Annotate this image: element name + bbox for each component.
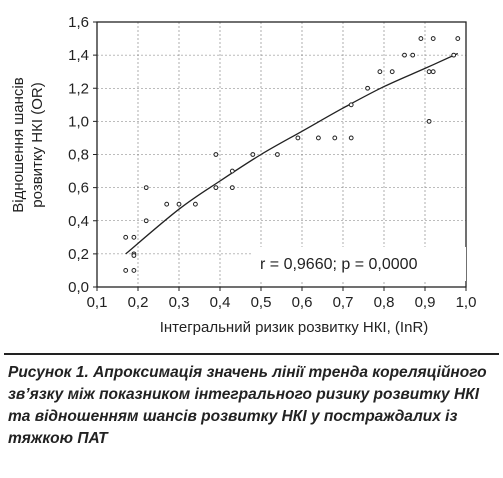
data-point <box>131 234 137 240</box>
x-tick-label: 0,1 <box>87 294 108 311</box>
data-point <box>131 268 137 273</box>
data-point <box>451 52 457 58</box>
x-tick-labels: 0,1 0,2 0,3 0,4 0,5 0,6 0,7 0,8 0,9 1,0 <box>87 287 477 311</box>
y-axis-label-line2: розвитку НКІ (OR) <box>29 82 46 207</box>
x-tick-label: 0,9 <box>415 294 436 311</box>
data-point <box>193 201 198 207</box>
data-point <box>402 52 407 58</box>
data-point <box>143 185 149 191</box>
x-tick-label: 0,4 <box>210 294 231 311</box>
y-tick-label: 0,2 <box>68 246 89 263</box>
data-point <box>123 234 129 240</box>
y-tick-label: 0,0 <box>68 279 89 296</box>
data-point <box>213 185 219 191</box>
data-point <box>365 85 371 91</box>
y-tick-label: 0,6 <box>68 180 89 197</box>
data-point <box>275 152 280 157</box>
x-tick-label: 0,8 <box>374 294 395 311</box>
data-point <box>430 69 436 75</box>
data-point <box>123 268 129 273</box>
data-point <box>229 168 235 174</box>
data-point <box>316 135 321 141</box>
data-point <box>164 201 170 207</box>
y-tick-label: 1,0 <box>68 113 89 130</box>
data-point <box>348 102 354 108</box>
data-point <box>377 69 383 75</box>
y-tick-label: 0,8 <box>68 147 89 164</box>
y-axis-label-line1: Відношення шансів <box>10 77 27 212</box>
data-point <box>455 36 461 41</box>
figure-caption: Рисунок 1. Апроксимація значень лінії тр… <box>8 364 487 447</box>
data-points <box>123 36 461 273</box>
correlation-chart: 0,1 0,2 0,3 0,4 0,5 0,6 0,7 0,8 0,9 1,0 0,0 0,2 0,4… <box>10 14 477 336</box>
x-tick-label: 0,6 <box>292 294 313 311</box>
x-tick-label: 0,7 <box>333 294 354 311</box>
data-point <box>250 152 256 157</box>
data-point <box>348 135 354 141</box>
annotation-box: r = 0,9660; p = 0,0000 <box>252 247 466 281</box>
data-point <box>426 118 432 124</box>
correlation-annotation: r = 0,9660; p = 0,0000 <box>260 256 418 273</box>
data-point <box>213 152 219 157</box>
y-tick-labels: 0,0 0,2 0,4 0,6 0,8 1,0 1,2 1,4 1,6 <box>68 14 97 296</box>
y-tick-label: 1,6 <box>68 14 89 31</box>
data-point <box>410 52 416 58</box>
data-point <box>426 69 432 75</box>
x-tick-label: 0,3 <box>169 294 190 311</box>
data-point <box>143 218 149 224</box>
data-point <box>176 201 182 207</box>
x-axis-label: Інтегральний ризик розвитку НКІ, (InR) <box>160 319 429 336</box>
data-point <box>389 69 395 75</box>
data-point <box>418 36 424 41</box>
caption-divider <box>4 353 499 355</box>
data-point <box>229 185 235 191</box>
x-tick-label: 0,5 <box>251 294 272 311</box>
data-point <box>332 135 338 141</box>
y-tick-label: 0,4 <box>68 213 89 230</box>
y-tick-label: 1,4 <box>68 47 89 64</box>
data-point <box>295 135 301 141</box>
x-tick-label: 1,0 <box>456 294 477 311</box>
trend-line <box>125 52 459 255</box>
data-point <box>131 253 137 258</box>
y-tick-label: 1,2 <box>68 80 89 97</box>
data-point <box>430 36 436 41</box>
x-tick-label: 0,2 <box>128 294 149 311</box>
